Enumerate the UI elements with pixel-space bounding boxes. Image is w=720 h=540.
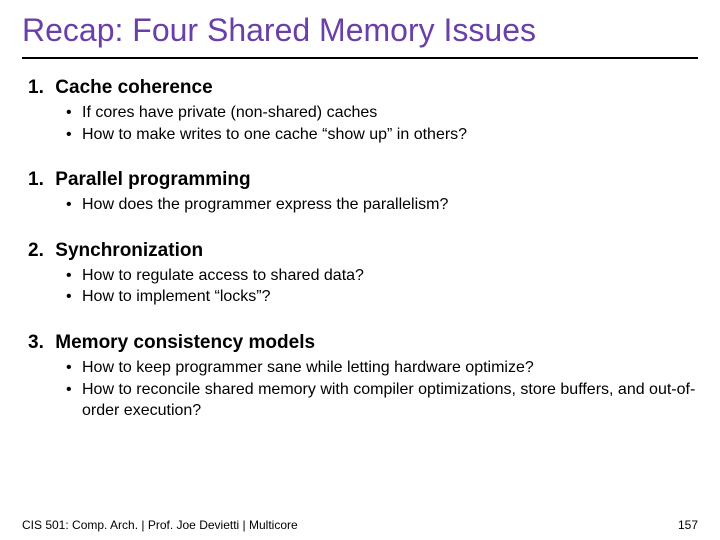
bullet-item: How to implement “locks”? (66, 286, 698, 308)
bullet-list: How to regulate access to shared data? H… (66, 265, 698, 308)
bullet-item: If cores have private (non-shared) cache… (66, 102, 698, 124)
footer-page-number: 157 (678, 518, 698, 532)
bullet-item: How to regulate access to shared data? (66, 265, 698, 287)
section-heading: 3. Memory consistency models (28, 332, 698, 354)
bullet-item: How to make writes to one cache “show up… (66, 124, 698, 146)
section-number: 1. (28, 77, 50, 99)
bullet-list: How does the programmer express the para… (66, 194, 698, 216)
bullet-item: How to keep programmer sane while lettin… (66, 357, 698, 379)
section-1: 1. Cache coherence If cores have private… (22, 77, 698, 145)
section-2: 1. Parallel programming How does the pro… (22, 169, 698, 216)
section-heading: 1. Cache coherence (28, 77, 698, 99)
bullet-item: How does the programmer express the para… (66, 194, 698, 216)
section-4: 3. Memory consistency models How to keep… (22, 332, 698, 422)
footer-left: CIS 501: Comp. Arch. | Prof. Joe Deviett… (22, 518, 298, 532)
section-title: Synchronization (55, 240, 203, 261)
section-3: 2. Synchronization How to regulate acces… (22, 240, 698, 308)
footer: CIS 501: Comp. Arch. | Prof. Joe Deviett… (22, 518, 698, 532)
section-number: 2. (28, 240, 50, 262)
section-heading: 2. Synchronization (28, 240, 698, 262)
section-title: Parallel programming (55, 169, 250, 190)
section-title: Memory consistency models (55, 332, 315, 353)
section-number: 3. (28, 332, 50, 354)
section-number: 1. (28, 169, 50, 191)
slide-title: Recap: Four Shared Memory Issues (22, 12, 698, 59)
bullet-item: How to reconcile shared memory with comp… (66, 379, 698, 422)
section-title: Cache coherence (55, 77, 212, 98)
section-heading: 1. Parallel programming (28, 169, 698, 191)
bullet-list: If cores have private (non-shared) cache… (66, 102, 698, 145)
bullet-list: How to keep programmer sane while lettin… (66, 357, 698, 422)
